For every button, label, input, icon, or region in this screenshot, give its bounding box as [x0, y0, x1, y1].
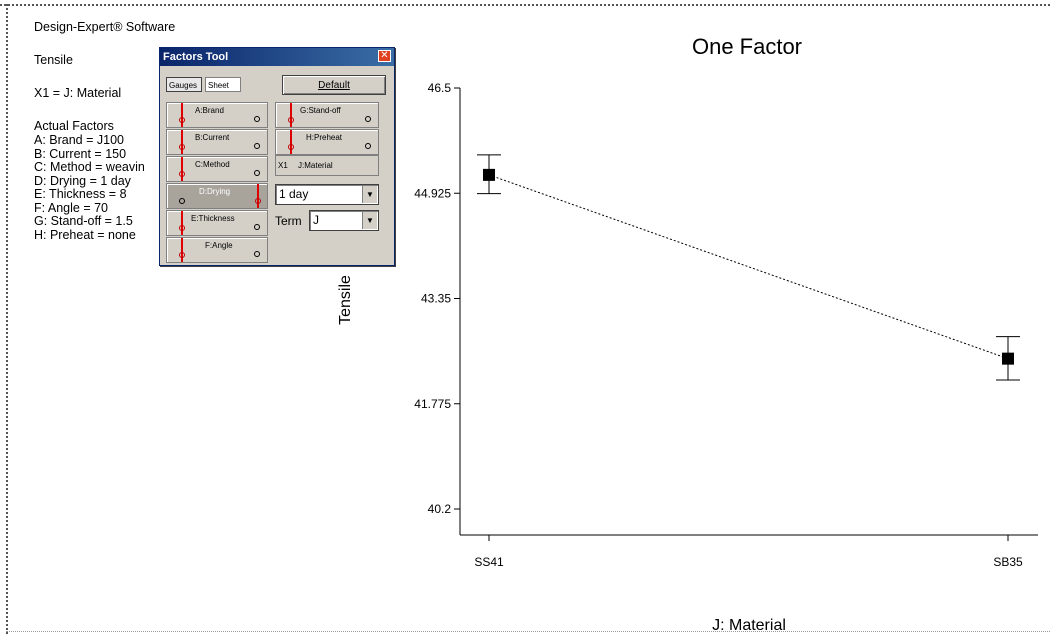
gauge-slider[interactable]: [181, 157, 183, 181]
software-label: Design-Expert® Software: [34, 20, 176, 34]
gauge-handle[interactable]: [179, 171, 185, 177]
tab-sheet-label: Sheet: [208, 81, 229, 90]
y-tick-label: 43.35: [421, 292, 451, 306]
factors-tool-window[interactable]: Factors Tool ✕ Gauges Sheet Default A:Br…: [159, 47, 395, 266]
close-icon[interactable]: ✕: [378, 50, 391, 62]
gauge-handle[interactable]: [288, 144, 294, 150]
x1-label: X1 = J: Material: [34, 86, 122, 100]
tab-gauges[interactable]: Gauges: [166, 77, 202, 92]
gauge-label: B:Current: [195, 133, 230, 142]
gauge-brand[interactable]: A:Brand: [166, 102, 268, 128]
gauge-slider[interactable]: [257, 184, 259, 208]
gauge-handle[interactable]: [179, 225, 185, 231]
actual-factors-list: A: Brand = J100 B: Current = 150 C: Meth…: [34, 133, 145, 242]
gauge-endpoint: [254, 116, 260, 122]
gauge-drying[interactable]: D:Drying: [166, 183, 268, 209]
gauge-label: F:Angle: [205, 241, 233, 250]
actual-factor-line: H: Preheat = none: [34, 227, 136, 242]
x-tick-label: SB35: [993, 555, 1023, 569]
actual-factor-line: C: Method = weavin: [34, 160, 145, 174]
x-axis-title: J: Material: [712, 617, 786, 634]
x1-tag: X1: [278, 161, 288, 170]
actual-factor-line: F: Angle = 70: [34, 200, 109, 215]
page-border-top: [0, 4, 1050, 6]
chevron-down-icon[interactable]: ▼: [362, 212, 377, 229]
gauge-label: G:Stand-off: [300, 106, 341, 115]
actual-factor-line: A: Brand = J100: [34, 133, 124, 147]
page-border-left: [6, 4, 8, 634]
gauge-endpoint: [254, 251, 260, 257]
gauge-label: H:Preheat: [306, 133, 343, 142]
gauge-handle[interactable]: [179, 117, 185, 123]
x1-factor-name: J:Material: [298, 161, 333, 170]
gauge-endpoint: [254, 224, 260, 230]
gauge-endpoint: [365, 143, 371, 149]
x1-factor-label: X1 J:Material: [275, 155, 379, 176]
factors-tool-title: Factors Tool: [163, 51, 229, 63]
gauge-endpoint: [254, 170, 260, 176]
gauge-handle[interactable]: [179, 144, 185, 150]
y-axis-title: Tensile: [337, 275, 354, 325]
response-label: Tensile: [34, 53, 73, 67]
x-tick-label: SS41: [474, 555, 504, 569]
actual-factor-line: G: Stand-off = 1.5: [34, 214, 133, 228]
y-tick-label: 40.2: [428, 502, 452, 516]
gauge-label: A:Brand: [195, 106, 224, 115]
gauge-thickness[interactable]: E:Thickness: [166, 210, 268, 236]
series-line: [488, 174, 1009, 360]
gauge-slider[interactable]: [290, 130, 292, 154]
term-value: J: [313, 213, 319, 227]
gauge-slider[interactable]: [181, 103, 183, 127]
actual-factor-line: B: Current = 150: [34, 146, 127, 161]
term-select[interactable]: J ▼: [309, 210, 379, 231]
gauge-current[interactable]: B:Current: [166, 129, 268, 155]
actual-factor-line: E: Thickness = 8: [34, 187, 127, 201]
gauge-handle[interactable]: [179, 252, 185, 258]
gauge-label: E:Thickness: [191, 214, 235, 223]
drying-level-value: 1 day: [279, 187, 309, 201]
gauge-endpoint: [365, 116, 371, 122]
tab-gauges-label: Gauges: [169, 81, 198, 90]
data-point: [483, 168, 495, 181]
gauge-method[interactable]: C:Method: [166, 156, 268, 182]
default-button[interactable]: Default: [282, 75, 386, 95]
chevron-down-icon[interactable]: ▼: [362, 186, 377, 203]
gauge-angle[interactable]: F:Angle: [166, 237, 268, 263]
page-border-bottom: [6, 631, 1050, 632]
gauge-stand-off[interactable]: G:Stand-off: [275, 102, 379, 128]
chart-title: One Factor: [692, 34, 802, 59]
gauge-handle[interactable]: [288, 117, 294, 123]
gauge-endpoint: [254, 143, 260, 149]
default-button-label: Default: [318, 80, 350, 91]
gauge-endpoint: [179, 198, 185, 204]
gauge-handle[interactable]: [255, 198, 261, 204]
gauge-label: D:Drying: [199, 187, 231, 196]
y-tick-label: 46.5: [428, 81, 452, 95]
tab-sheet[interactable]: Sheet: [205, 77, 241, 92]
gauge-slider[interactable]: [290, 103, 292, 127]
factors-tool-titlebar[interactable]: Factors Tool ✕: [160, 48, 394, 66]
drying-level-select[interactable]: 1 day ▼: [275, 184, 379, 205]
gauge-slider[interactable]: [181, 238, 183, 262]
gauge-slider[interactable]: [181, 211, 183, 235]
y-tick-label: 41.775: [414, 397, 451, 411]
gauge-slider[interactable]: [181, 130, 183, 154]
actual-factor-line: D: Drying = 1 day: [34, 173, 131, 188]
gauge-preheat[interactable]: H:Preheat: [275, 129, 379, 155]
data-point: [1002, 352, 1014, 365]
actual-factors-heading: Actual Factors: [34, 119, 114, 133]
gauge-label: C:Method: [195, 160, 230, 169]
term-label: Term: [275, 214, 302, 228]
y-tick-label: 44.925: [414, 186, 451, 200]
